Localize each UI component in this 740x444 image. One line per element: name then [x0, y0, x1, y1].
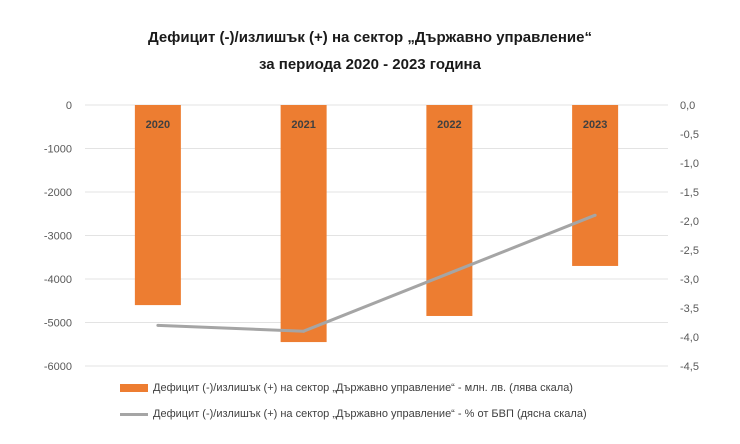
legend-item-line: Дефицит (-)/излишък (+) на сектор „Държа… [120, 408, 587, 420]
left-axis-tick-label: -2000 [44, 187, 72, 199]
category-label: 2023 [583, 119, 607, 131]
left-axis-tick-label: -4000 [44, 274, 72, 286]
right-axis-tick-label: -1,5 [680, 187, 699, 199]
bar [134, 105, 181, 306]
chart-title-line1: Дефицит (-)/излишък (+) на сектор „Държа… [148, 29, 592, 46]
category-label: 2021 [291, 119, 315, 131]
legend-item-bars: Дефицит (-)/излишък (+) на сектор „Държа… [120, 382, 573, 394]
category-label: 2022 [437, 119, 461, 131]
line-point [447, 271, 451, 275]
right-axis-tick-label: -1,0 [680, 158, 699, 170]
right-axis-tick-label: -3,5 [680, 303, 699, 315]
legend-swatch-line [120, 412, 148, 416]
right-axis-tick-label: -0,5 [680, 129, 699, 141]
left-axis-tick-label: -5000 [44, 318, 72, 330]
bar [280, 105, 327, 343]
right-axis-tick-label: 0,0 [680, 100, 695, 112]
right-axis-tick-label: -4,5 [680, 361, 699, 373]
line-point [593, 213, 597, 217]
bar [426, 105, 473, 316]
legend-swatch-bar [120, 384, 148, 392]
bar [572, 105, 619, 266]
category-label: 2020 [146, 119, 170, 131]
right-axis-tick-label: -2,5 [680, 245, 699, 257]
line-point [156, 323, 160, 327]
left-axis-tick-label: -6000 [44, 361, 72, 373]
right-axis-tick-label: -3,0 [680, 274, 699, 286]
right-axis-tick-label: -4,0 [680, 332, 699, 344]
right-axis-tick-label: -2,0 [680, 216, 699, 228]
chart-title: Дефицит (-)/излишък (+) на сектор „Държа… [0, 24, 740, 78]
left-axis-tick-label: -1000 [44, 144, 72, 156]
left-axis-tick-label: -3000 [44, 231, 72, 243]
line-series [157, 213, 596, 333]
legend-label-bars: Дефицит (-)/излишък (+) на сектор „Държа… [153, 382, 573, 394]
legend-label-line: Дефицит (-)/излишък (+) на сектор „Държа… [153, 408, 587, 420]
chart-title-line2: за периода 2020 - 2023 година [259, 56, 481, 73]
left-axis-tick-label: 0 [66, 100, 72, 112]
line-point [302, 329, 306, 333]
